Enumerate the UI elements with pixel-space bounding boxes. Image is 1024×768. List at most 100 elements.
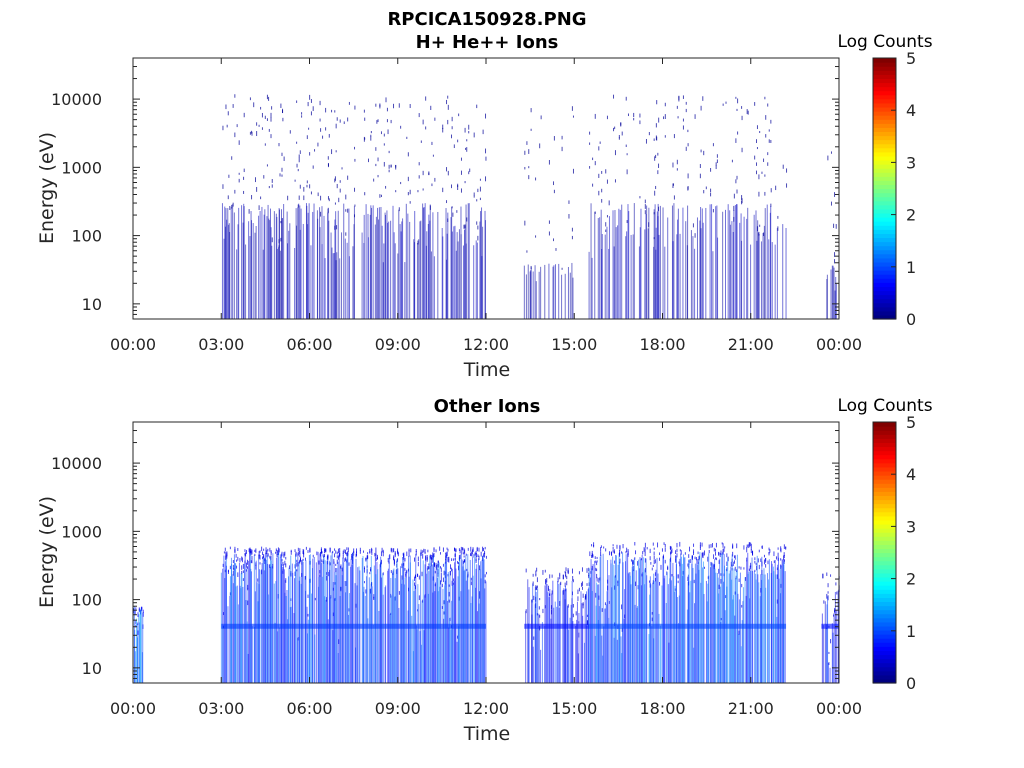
spectrogram-point — [572, 115, 574, 118]
colorbar: 0 1 2 3 4 5 — [872, 49, 916, 329]
spectrogram-point — [699, 546, 701, 550]
spectrogram-point — [540, 115, 542, 120]
spectrogram-point — [565, 572, 567, 576]
spectrogram-point — [746, 557, 748, 562]
spectrogram-point — [601, 608, 603, 612]
spectrogram-point — [468, 131, 470, 134]
spectrogram-point — [263, 554, 265, 558]
spectrogram-point — [535, 177, 537, 181]
spectrogram-point — [306, 135, 308, 140]
spectrogram-point — [673, 134, 675, 139]
colorbar-tick-label: 4 — [906, 465, 916, 484]
spectrogram-point — [301, 560, 303, 565]
spectrogram-point — [651, 612, 653, 615]
spectrogram-point — [427, 549, 429, 553]
spectrogram-point — [700, 105, 702, 111]
spectrogram-point — [586, 568, 588, 573]
spectrogram-point — [763, 559, 765, 565]
spectrogram-point — [663, 116, 665, 120]
energy-band — [588, 623, 787, 629]
spectrogram-point — [775, 556, 777, 560]
colorbar-swatch — [873, 245, 896, 251]
spectrogram-point — [755, 562, 757, 566]
colorbar-swatch — [873, 229, 896, 234]
spectrogram-point — [653, 551, 655, 556]
spectrogram-point — [754, 557, 756, 561]
spectrogram-point — [567, 568, 569, 573]
spectrogram-point — [485, 571, 487, 575]
spectrogram-point — [627, 549, 629, 552]
colorbar-swatch — [873, 519, 896, 525]
spectrogram-point — [756, 162, 758, 166]
spectrogram-point — [720, 573, 722, 576]
spectrogram-point — [327, 554, 329, 559]
spectrogram-point — [652, 564, 654, 567]
spectrogram-point — [448, 584, 450, 587]
spectrogram-point — [720, 578, 722, 584]
spectrogram-point — [422, 170, 424, 176]
spectrogram-point — [750, 543, 752, 548]
colorbar-swatch — [873, 536, 896, 541]
spectrogram-point — [601, 199, 603, 203]
spectrogram-point — [234, 189, 236, 194]
spectrogram-point — [484, 574, 486, 578]
spectrogram-point — [258, 124, 260, 127]
colorbar-swatch — [873, 123, 896, 128]
spectrogram-point — [535, 574, 537, 577]
spectrogram-point — [676, 548, 678, 553]
spectrogram-point — [581, 582, 583, 587]
spectrogram-point — [677, 580, 679, 584]
spectrogram-point — [578, 571, 580, 575]
spectrogram-point — [363, 568, 365, 573]
colorbar-swatch — [873, 544, 896, 550]
spectrogram-point — [222, 125, 224, 131]
spectrogram-point — [524, 150, 526, 155]
spectrogram-point — [363, 109, 365, 113]
spectrogram-point — [733, 193, 735, 199]
colorbar-swatch — [873, 454, 896, 460]
spectrogram-point — [715, 551, 717, 556]
spectrogram-point — [283, 553, 285, 558]
spectrogram-point — [243, 168, 245, 173]
colorbar-swatch — [873, 168, 896, 173]
spectrogram-point — [483, 547, 485, 552]
spectrogram-point — [433, 562, 435, 567]
spectrogram-point — [699, 545, 701, 548]
spectrogram-point — [571, 235, 573, 240]
spectrogram-point — [463, 555, 465, 558]
spectrogram-point — [241, 557, 243, 563]
spectrogram-point — [677, 574, 679, 578]
spectrogram-point — [708, 544, 710, 549]
colorbar-swatch — [873, 225, 896, 230]
spectrogram-point — [613, 549, 615, 554]
spectrogram-point — [239, 558, 241, 563]
spectrogram-point — [298, 157, 300, 163]
spectrogram-point — [336, 183, 338, 189]
spectrogram-point — [354, 187, 356, 192]
spectrogram-point — [305, 546, 307, 550]
colorbar-swatch — [873, 438, 896, 443]
panel-title: Other Ions — [434, 396, 541, 417]
spectrogram-point — [354, 158, 356, 162]
spectrogram-point — [257, 578, 259, 582]
spectrogram-point — [476, 199, 478, 202]
spectrogram-point — [397, 553, 399, 557]
spectrogram-point — [626, 220, 628, 224]
spectrogram-point — [682, 95, 684, 99]
spectrogram-point — [334, 176, 336, 181]
spectrogram-point — [553, 181, 555, 186]
colorbar-swatch — [873, 217, 896, 222]
spectrogram-point — [679, 549, 681, 552]
spectrogram-point — [435, 549, 437, 553]
spectrogram-point — [577, 596, 579, 602]
colorbar-swatch — [873, 196, 896, 202]
spectrogram-point — [373, 178, 375, 182]
colorbar-swatch — [873, 540, 896, 545]
spectrogram-point — [764, 96, 766, 100]
spectrogram-point — [247, 587, 249, 591]
spectrogram-point — [685, 146, 687, 151]
spectrogram-point — [648, 580, 650, 583]
spectrogram-point — [732, 543, 734, 549]
spectrogram-point — [702, 96, 704, 101]
spectrogram-point — [353, 551, 355, 556]
